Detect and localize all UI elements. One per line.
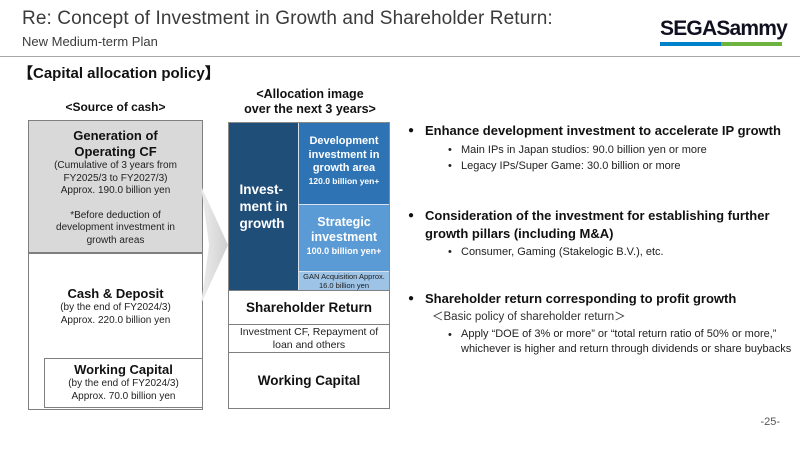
allocation-label: <Allocation image over the next 3 years> <box>210 87 410 117</box>
investment-in-growth-block: Invest- ment in growth <box>229 123 298 290</box>
logo-underline <box>660 42 782 46</box>
sub-bullet-icon <box>448 158 461 175</box>
operating-cf-detail: FY2025/3 to FY2027/3) <box>63 172 168 184</box>
sub-bullet-item: Main IPs in Japan studios: 90.0 billion … <box>448 142 795 159</box>
operating-cf-box: Generation of Operating CF (Cumulative o… <box>28 120 203 253</box>
bullet-label: Shareholder return corresponding to prof… <box>425 291 737 306</box>
sub-bullet-item: Consumer, Gaming (Stakelogic B.V.), etc. <box>448 244 795 261</box>
cash-deposit-title: Cash & Deposit <box>67 286 164 301</box>
investment-cf-box: Investment CF, Repayment of loan and oth… <box>228 324 390 353</box>
cash-deposit-detail: (by the end of FY2024/3) <box>60 302 171 313</box>
bullet-icon <box>408 122 425 140</box>
page-subtitle: New Medium-term Plan <box>22 34 158 49</box>
shareholder-return-box: Shareholder Return <box>228 290 390 325</box>
working-capital-source-detail: Approx. 70.0 billion yen <box>71 390 176 402</box>
bullet-icon <box>408 207 425 242</box>
operating-cf-note: growth areas <box>86 234 145 246</box>
gan-acquisition-block: GAN Acquisition Approx. 16.0 billion yen <box>299 271 389 290</box>
allocation-label-line2: over the next 3 years> <box>244 102 376 116</box>
sub-bullet-icon <box>448 244 461 261</box>
working-capital-source-box: Working Capital (by the end of FY2024/3)… <box>44 358 203 408</box>
sub-bullet-list: Consumer, Gaming (Stakelogic B.V.), etc. <box>448 244 795 261</box>
logo-text: SEGASammy <box>660 17 788 40</box>
bullet-group-ma: Consideration of the investment for esta… <box>408 207 795 261</box>
right-arrow-icon <box>201 186 228 304</box>
sub-bullet-item: Apply “DOE of 3% or more” or “total retu… <box>448 327 795 357</box>
allocation-diagram: Invest- ment in growth Development inves… <box>228 122 390 291</box>
bullet-icon <box>408 290 425 308</box>
bullet-label: Consideration of the investment for esta… <box>425 208 770 241</box>
logo-bar-green <box>721 42 782 46</box>
operating-cf-title: Operating CF <box>74 144 157 159</box>
bullet-item: Consideration of the investment for esta… <box>408 207 795 242</box>
bullet-item: Shareholder return corresponding to prof… <box>408 290 795 308</box>
cash-deposit-detail: Approx. 220.0 billion yen <box>60 314 171 326</box>
page-number: -25- <box>760 416 780 428</box>
bullet-group-shareholder-return: Shareholder return corresponding to prof… <box>408 290 795 357</box>
sub-bullet-icon <box>448 142 461 159</box>
sub-bullet-icon <box>448 327 461 357</box>
operating-cf-detail: Approx. 190.0 billion yen <box>60 185 171 196</box>
allocation-label-line1: <Allocation image <box>256 87 364 101</box>
operating-cf-note: *Before deduction of <box>70 209 161 221</box>
working-capital-allocation-box: Working Capital <box>228 352 390 409</box>
development-investment-amount: 120.0 billion yen+ <box>308 175 380 186</box>
strategic-investment-block: Strategic investment 100.0 billion yen+ <box>299 204 389 271</box>
sub-bullet-list: Main IPs in Japan studios: 90.0 billion … <box>448 142 795 175</box>
segasammy-logo: SEGASammy <box>660 17 788 46</box>
header-divider <box>0 56 800 57</box>
sub-bullet-item: Legacy IPs/Super Game: 30.0 billion or m… <box>448 158 795 175</box>
source-of-cash-label: <Source of cash> <box>65 100 166 114</box>
logo-bar-blue <box>660 42 721 46</box>
bullet-group-development: Enhance development investment to accele… <box>408 122 795 175</box>
section-heading: 【Capital allocation policy】 <box>18 65 220 82</box>
bullet-label: Enhance development investment to accele… <box>425 123 781 138</box>
working-capital-source-title: Working Capital <box>74 362 173 377</box>
strategic-investment-amount: 100.0 billion yen+ <box>306 246 382 257</box>
allocation-right-stack: Development investment in growth area 12… <box>298 123 389 290</box>
operating-cf-title: Generation of <box>73 128 158 143</box>
sub-bullet-list: Apply “DOE of 3% or more” or “total retu… <box>448 327 795 357</box>
investment-in-growth-text: Invest- ment in growth <box>239 182 288 231</box>
operating-cf-note: development investment in <box>56 222 175 233</box>
operating-cf-detail: (Cumulative of 3 years from <box>54 160 177 171</box>
development-investment-block: Development investment in growth area 12… <box>299 123 389 205</box>
page-title: Re: Concept of Investment in Growth and … <box>22 8 553 29</box>
bullet-item: Enhance development investment to accele… <box>408 122 795 140</box>
working-capital-source-detail: (by the end of FY2024/3) <box>68 378 179 389</box>
basic-policy-note: ＜Basic policy of shareholder return＞ <box>432 310 626 323</box>
